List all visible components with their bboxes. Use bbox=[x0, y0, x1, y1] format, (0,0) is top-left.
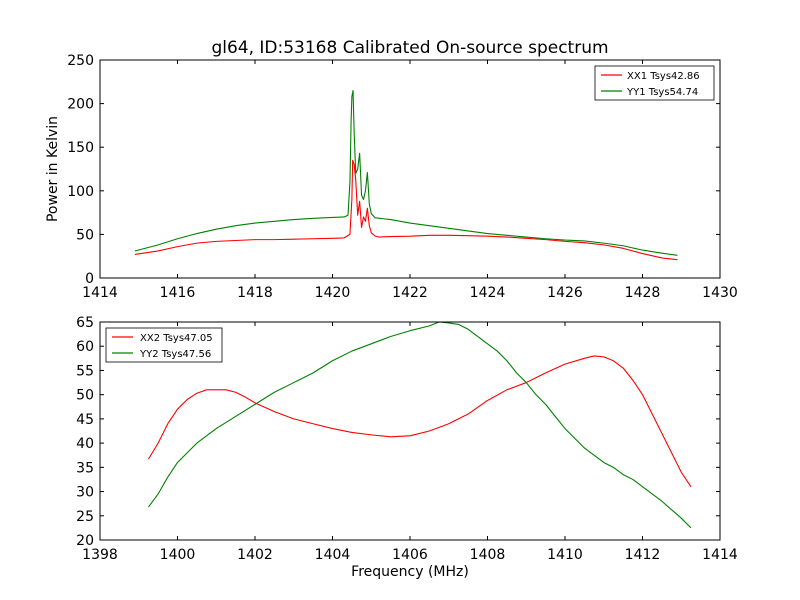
top-ytick-label: 0 bbox=[85, 271, 94, 287]
bottom-xtick-label: 1412 bbox=[625, 547, 661, 563]
bottom-ytick-label: 45 bbox=[76, 412, 94, 428]
top-series-line-2 bbox=[134, 89, 678, 256]
bottom-panel: 1398 1400 1402 1404 1406 1408 1410 1412 1414 20 25… bbox=[76, 315, 738, 580]
bottom-xtick-label: 1406 bbox=[392, 547, 428, 563]
top-xtick-label: 1418 bbox=[237, 285, 273, 301]
top-panel: Power in Kelvin 1414 1416 1418 1420 1422 1424… bbox=[45, 53, 738, 301]
top-ytick-label: 100 bbox=[67, 184, 94, 200]
top-legend-label-yy1: YY1 Tsys54.74 bbox=[626, 87, 698, 98]
top-xtick-label: 1428 bbox=[625, 285, 661, 301]
bottom-legend-label-yy2: YY2 Tsys47.56 bbox=[139, 349, 211, 360]
bottom-xtick-label: 1414 bbox=[702, 547, 738, 563]
bottom-ytick-label: 35 bbox=[76, 460, 94, 476]
top-ytick-label: 50 bbox=[76, 227, 94, 243]
bottom-xtick-label: 1400 bbox=[160, 547, 196, 563]
top-panel-ylabel: Power in Kelvin bbox=[45, 116, 61, 222]
bottom-xtick-label: 1410 bbox=[547, 547, 583, 563]
bottom-ytick-label: 30 bbox=[76, 485, 94, 501]
top-xtick-label: 1426 bbox=[547, 285, 583, 301]
top-xtick-label: 1424 bbox=[470, 285, 506, 301]
top-series-line-1 bbox=[134, 159, 678, 261]
bottom-ytick-label: 60 bbox=[76, 339, 94, 355]
bottom-ytick-label: 50 bbox=[76, 388, 94, 404]
bottom-panel-xlabel: Frequency (MHz) bbox=[351, 564, 469, 580]
bottom-series-line-1 bbox=[147, 355, 692, 488]
bottom-panel-series bbox=[147, 321, 692, 529]
bottom-panel-legend-box bbox=[105, 327, 223, 363]
top-legend-label-xx1: XX1 Tsys42.86 bbox=[627, 71, 700, 82]
top-ytick-label: 200 bbox=[67, 97, 94, 113]
top-panel-frame bbox=[99, 59, 721, 279]
bottom-panel-legend: XX2 Tsys47.05 YY2 Tsys47.56 bbox=[105, 327, 223, 363]
bottom-ytick-label: 40 bbox=[76, 436, 94, 452]
figure-title: gl64, ID:53168 Calibrated On-source spec… bbox=[211, 38, 608, 58]
top-panel-series bbox=[134, 89, 678, 261]
top-panel-legend: XX1 Tsys42.86 YY1 Tsys54.74 bbox=[594, 65, 715, 101]
bottom-ytick-label: 20 bbox=[76, 533, 94, 549]
bottom-panel-frame bbox=[99, 321, 721, 541]
top-xtick-label: 1420 bbox=[315, 285, 351, 301]
bottom-ytick-label: 55 bbox=[76, 363, 94, 379]
bottom-xtick-label: 1408 bbox=[470, 547, 506, 563]
top-ytick-label: 250 bbox=[67, 53, 94, 69]
top-ytick-label: 150 bbox=[67, 140, 94, 156]
bottom-legend-label-xx2: XX2 Tsys47.05 bbox=[140, 333, 213, 344]
top-panel-ticks: 1414 1416 1418 1420 1422 1424 1426 1428 1430 0 50 1… bbox=[67, 53, 738, 301]
bottom-xtick-label: 1402 bbox=[237, 547, 273, 563]
bottom-series-line-2 bbox=[147, 321, 692, 529]
bottom-ytick-label: 65 bbox=[76, 315, 94, 331]
bottom-xtick-label: 1398 bbox=[82, 547, 118, 563]
top-panel-legend-box bbox=[594, 65, 715, 101]
bottom-xtick-label: 1404 bbox=[315, 547, 351, 563]
top-xtick-label: 1414 bbox=[82, 285, 118, 301]
bottom-ytick-label: 25 bbox=[76, 509, 94, 525]
top-xtick-label: 1422 bbox=[392, 285, 428, 301]
top-xtick-label: 1430 bbox=[702, 285, 738, 301]
top-xtick-label: 1416 bbox=[160, 285, 196, 301]
